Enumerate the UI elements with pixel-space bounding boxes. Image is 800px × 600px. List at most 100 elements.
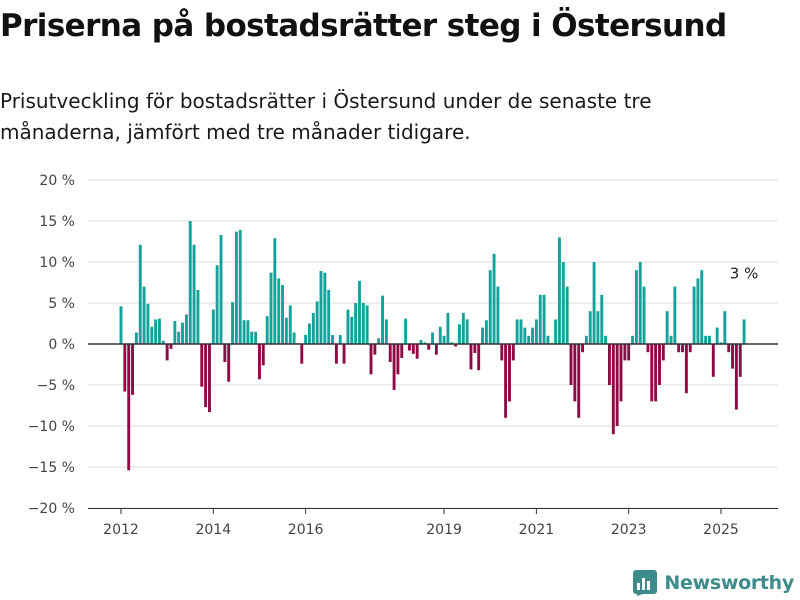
bar-positive	[596, 311, 600, 344]
bars	[119, 221, 746, 471]
bar-negative	[342, 344, 346, 364]
bar-positive	[311, 312, 315, 344]
bar-negative	[388, 344, 392, 363]
bar-positive	[561, 262, 565, 344]
bar-negative	[573, 344, 577, 402]
bar-positive	[219, 234, 223, 344]
bar-positive	[192, 244, 196, 344]
bar-positive	[242, 320, 246, 344]
bar-negative	[400, 344, 404, 358]
bar-positive	[158, 318, 161, 344]
bar-positive	[184, 314, 188, 344]
bar-positive	[438, 326, 442, 344]
y-tick-label: −10 %	[28, 419, 75, 435]
bar-negative	[208, 344, 211, 413]
bar-positive	[565, 286, 569, 344]
bar-positive	[288, 305, 292, 344]
bar-negative	[511, 344, 515, 361]
bar-negative	[434, 344, 438, 355]
bar-positive	[423, 342, 427, 344]
bar-positive	[592, 262, 596, 344]
bar-positive	[346, 309, 350, 344]
bar-positive	[442, 335, 446, 344]
bar-positive	[173, 321, 177, 344]
x-tick-label: 2014	[195, 522, 231, 538]
bar-positive	[238, 230, 242, 344]
bar-positive	[708, 335, 711, 344]
bar-negative	[504, 344, 508, 418]
bar-negative	[477, 344, 481, 371]
bar-positive	[319, 271, 323, 344]
bar-positive	[142, 286, 146, 344]
bar-positive	[669, 335, 673, 344]
bar-negative	[415, 344, 419, 359]
bar-positive	[465, 319, 469, 344]
bar-negative	[658, 344, 661, 385]
bar-positive	[458, 324, 461, 344]
bar-positive	[719, 342, 723, 344]
bar-negative	[369, 344, 373, 375]
y-tick-label: 15 %	[39, 214, 75, 230]
x-tick-label: 2019	[426, 522, 462, 538]
bar-positive	[673, 286, 677, 344]
annotations: 3 %	[730, 264, 759, 282]
bar-negative	[581, 344, 584, 353]
bar-negative	[615, 344, 619, 426]
bar-positive	[365, 305, 369, 344]
latest-value-annotation: 3 %	[730, 264, 759, 282]
bar-negative	[200, 344, 204, 387]
bar-positive	[215, 265, 219, 344]
bar-positive	[273, 238, 277, 344]
bar-positive	[134, 332, 138, 344]
brand-name: Newsworthy	[664, 572, 794, 594]
bar-positive	[308, 323, 311, 344]
bar-negative	[300, 344, 304, 364]
bar-negative	[569, 344, 573, 385]
bar-negative	[408, 344, 411, 351]
bar-negative	[627, 344, 631, 361]
bar-positive	[638, 262, 642, 344]
bar-positive	[534, 319, 538, 344]
bar-negative	[169, 344, 173, 349]
bar-positive	[338, 334, 342, 344]
bar-positive	[431, 332, 434, 344]
bar-negative	[677, 344, 681, 353]
bar-positive	[292, 332, 296, 344]
bar-positive	[665, 311, 669, 344]
bar-negative	[227, 344, 231, 382]
bar-positive	[484, 320, 488, 344]
bar-negative	[454, 344, 458, 347]
bar-positive	[250, 331, 254, 344]
y-tick-label: −20 %	[28, 501, 75, 517]
bar-positive	[358, 280, 361, 344]
bar-positive	[404, 318, 408, 344]
bar-negative	[654, 344, 658, 402]
bar-positive	[554, 319, 558, 344]
bar-negative	[334, 344, 338, 364]
bar-positive	[419, 339, 423, 344]
bar-negative	[500, 344, 504, 361]
bar-positive	[558, 237, 561, 344]
bar-positive	[496, 286, 500, 344]
y-tick-label: 20 %	[39, 173, 75, 189]
bar-positive	[231, 302, 234, 344]
bar-positive	[538, 294, 542, 344]
bar-positive	[692, 286, 696, 344]
bar-positive	[119, 306, 123, 344]
bar-positive	[634, 270, 638, 344]
bar-negative	[731, 344, 734, 369]
bar-positive	[446, 312, 450, 344]
bar-negative	[165, 344, 169, 361]
bar-positive	[315, 301, 319, 344]
bar-positive	[284, 317, 288, 344]
bar-positive	[265, 316, 269, 344]
bar-negative	[127, 344, 131, 471]
bar-negative	[427, 344, 431, 350]
x-tick-label: 2023	[611, 522, 647, 538]
bar-positive	[254, 331, 258, 344]
bar-negative	[131, 344, 134, 395]
bar-negative	[681, 344, 684, 353]
bar-positive	[481, 327, 484, 344]
bar-positive	[234, 231, 238, 344]
y-tick-label: 0 %	[48, 337, 75, 353]
